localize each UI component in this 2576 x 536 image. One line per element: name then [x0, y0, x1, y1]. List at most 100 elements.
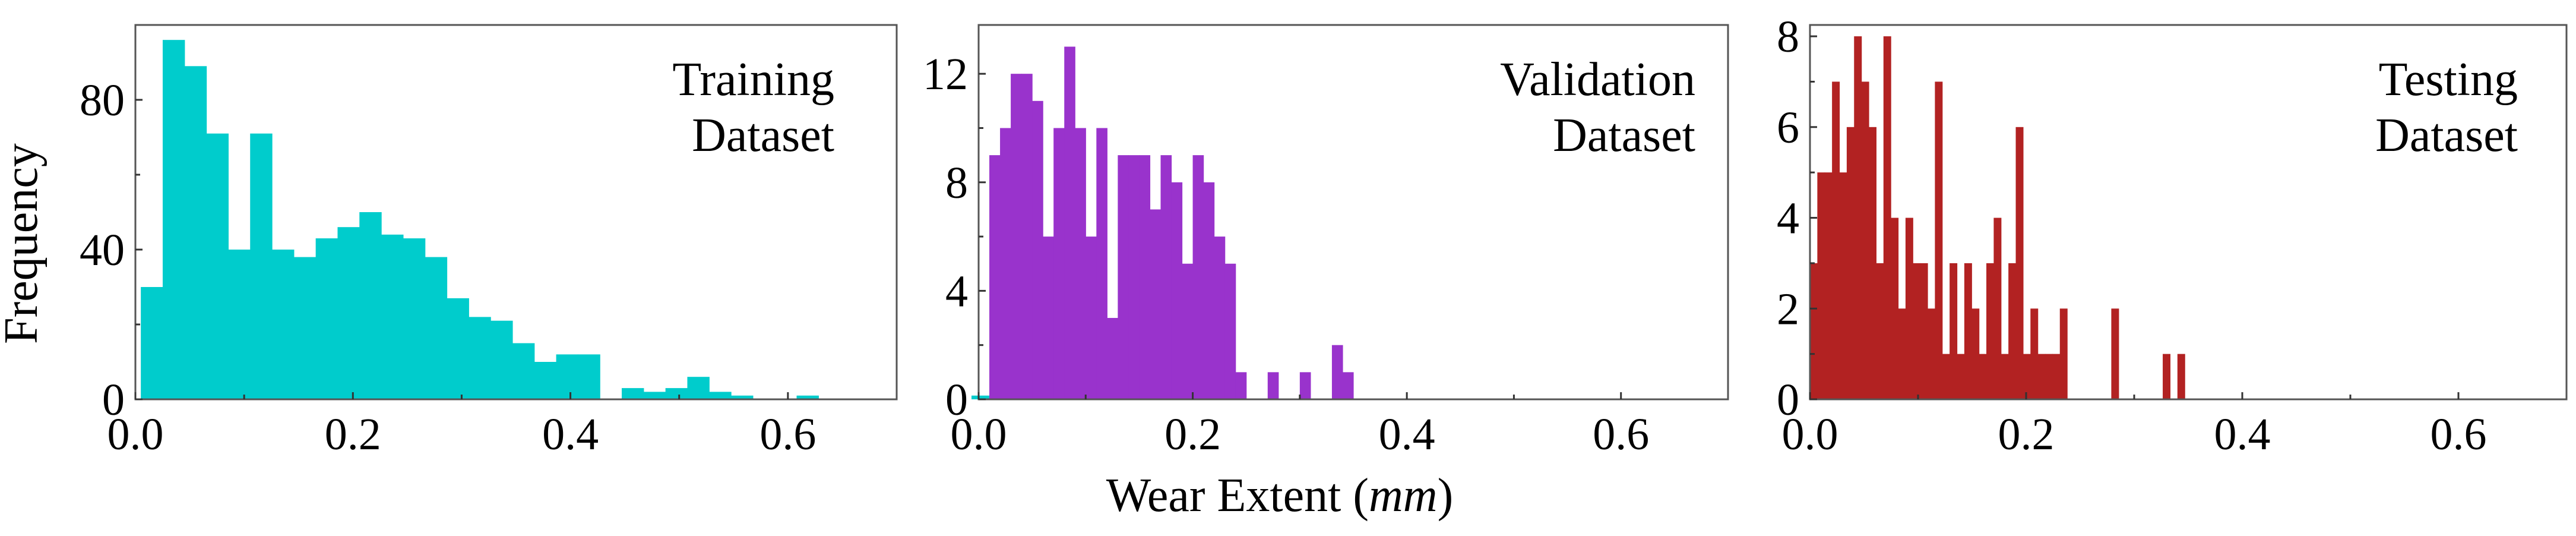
validation-bar: [1075, 128, 1086, 400]
validation-bar: [1342, 372, 1354, 399]
testing-bar: [1913, 263, 1921, 399]
testing-bar: [2177, 354, 2185, 399]
testing-x-tick-label: 0.6: [2431, 409, 2487, 459]
validation-bar: [1171, 182, 1183, 399]
training-bar: [556, 354, 578, 399]
training-bar: [665, 388, 688, 399]
validation-y-tick-label: 8: [945, 158, 968, 208]
training-bar: [315, 238, 338, 399]
training-bar: [687, 377, 710, 399]
testing-bar: [2059, 308, 2068, 399]
testing-y-tick-label: 2: [1777, 284, 1799, 334]
testing-bar: [2052, 354, 2061, 399]
training-x-tick-label: 0.6: [759, 409, 816, 459]
validation-bar: [1011, 74, 1022, 400]
training-bar: [250, 133, 273, 399]
testing-bar: [1876, 263, 1884, 399]
validation-bar: [1267, 372, 1279, 399]
testing-bar: [2163, 354, 2171, 399]
validation-x-tick-label: 0.0: [951, 409, 1007, 459]
testing-bar: [2037, 354, 2046, 399]
training-bar: [971, 395, 994, 399]
y-axis-label: Frequency: [0, 143, 48, 344]
training-bar: [447, 298, 469, 399]
testing-bar: [1891, 217, 1899, 399]
training-bar: [622, 388, 644, 399]
validation-bar: [1139, 155, 1151, 399]
testing-bar: [1817, 172, 1825, 399]
training-panel-title-line: Training: [672, 53, 834, 106]
testing-bar: [1898, 308, 1906, 399]
testing-bar: [1935, 81, 1943, 399]
testing-bar: [1905, 217, 1913, 399]
testing-bar: [2111, 308, 2119, 399]
training-bar: [469, 317, 491, 399]
testing-bar: [1950, 263, 1958, 399]
testing-bar: [2008, 263, 2017, 399]
training-bar: [731, 395, 754, 399]
validation-bar: [1118, 155, 1129, 399]
testing-y-tick-label: 8: [1777, 12, 1799, 62]
validation-bar: [1224, 263, 1236, 399]
training-bar: [578, 354, 600, 399]
testing-y-tick-label: 6: [1777, 103, 1799, 153]
testing-bar: [2045, 354, 2053, 399]
testing-x-tick-label: 0.2: [1998, 409, 2055, 459]
validation-y-tick-label: 4: [945, 266, 968, 316]
training-bar: [206, 133, 229, 399]
testing-bar: [1986, 263, 1994, 399]
testing-bar: [1928, 308, 1935, 399]
x-axis-label-unit: mm: [1369, 469, 1438, 522]
validation-bar: [1096, 128, 1107, 400]
x-axis-label: Wear Extent (mm): [1106, 469, 1453, 522]
training-bar: [141, 287, 163, 399]
testing-bar: [1846, 127, 1855, 399]
testing-bar: [1957, 354, 1965, 399]
testing-panel-title-line: Dataset: [2375, 109, 2518, 162]
testing-x-tick-label: 0.4: [2214, 409, 2271, 459]
testing-axes-frame: [1809, 24, 2568, 401]
training-y-tick-label: 40: [80, 225, 125, 275]
validation-panel-title-line: Validation: [1500, 53, 1695, 106]
training-bar: [184, 66, 207, 400]
validation-bar: [1107, 318, 1118, 399]
validation-x-tick-label: 0.4: [1379, 409, 1435, 459]
testing-bar: [2015, 127, 2024, 399]
testing-bar: [1920, 263, 1928, 399]
validation-bar: [1032, 100, 1043, 399]
training-x-tick-label: 0.0: [107, 409, 164, 459]
x-axis-label-close: ): [1438, 469, 1454, 522]
testing-bar: [1964, 263, 1972, 399]
validation-bar: [1000, 128, 1011, 400]
validation-bar: [1235, 372, 1247, 399]
training-bar: [293, 257, 317, 399]
training-bar: [490, 320, 513, 399]
testing-bar: [1869, 127, 1876, 399]
testing-x-tick-label: 0.0: [1782, 409, 1838, 459]
validation-bar: [1192, 155, 1204, 399]
validation-bar: [1086, 237, 1097, 399]
testing-y-tick-label: 4: [1777, 194, 1799, 244]
training-bar: [534, 362, 557, 399]
testing-bar: [1971, 308, 1980, 399]
validation-bar: [1160, 155, 1172, 399]
testing-y-tick-label: 0: [1777, 375, 1799, 425]
training-axes-frame: [134, 24, 898, 401]
validation-y-tick-label: 0: [945, 375, 968, 425]
testing-bar: [1942, 354, 1950, 399]
testing-bar: [1993, 217, 2002, 399]
training-bar: [512, 343, 535, 399]
validation-bar: [1299, 372, 1311, 399]
testing-bar: [1839, 172, 1847, 399]
training-bar: [272, 250, 295, 399]
validation-panel-title-line: Dataset: [1553, 109, 1695, 162]
validation-bar: [1043, 237, 1054, 399]
validation-x-tick-label: 0.2: [1164, 409, 1221, 459]
validation-bar: [1203, 182, 1215, 399]
testing-bar: [1854, 36, 1862, 399]
validation-bar: [1331, 345, 1343, 399]
testing-panel-title-line: Testing: [2379, 53, 2518, 106]
training-bar: [162, 40, 185, 399]
